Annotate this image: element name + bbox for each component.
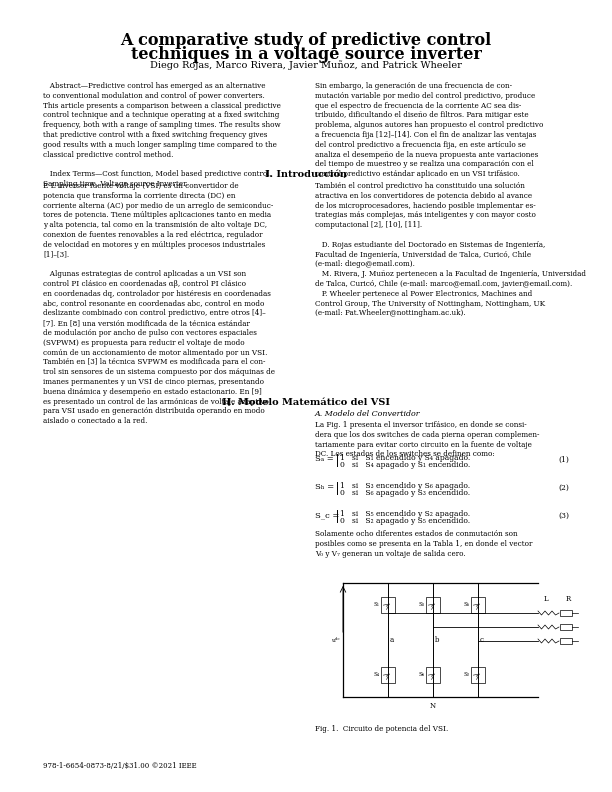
Text: ​Abstract—Predictive control has emerged as an alternative
to conventional modul: ​Abstract—Predictive control has emerged… [43, 82, 281, 188]
Text: Sin embargo, la generación de una frecuencia de con-
mutación variable por medio: Sin embargo, la generación de una frecue… [315, 82, 543, 178]
Text: c: c [480, 636, 484, 644]
Text: A comparative study of predictive control: A comparative study of predictive contro… [121, 32, 491, 49]
Text: uᵈᶜ: uᵈᶜ [331, 638, 340, 642]
Text: L: L [543, 595, 548, 603]
Text: S₂: S₂ [464, 672, 470, 677]
Bar [560, 638, 572, 644]
Text: La Fig. 1 presenta el inversor trifásico, en donde se consi-
dera que los dos sw: La Fig. 1 presenta el inversor trifásico… [315, 421, 540, 459]
Bar [560, 624, 572, 630]
Text: (3): (3) [558, 512, 569, 520]
Text: II. Modelo Matemático del VSI: II. Modelo Matemático del VSI [222, 398, 390, 407]
Text: Fig. 1.  Circuito de potencia del VSI.: Fig. 1. Circuito de potencia del VSI. [315, 725, 448, 733]
Text: I. Introducción: I. Introducción [265, 170, 347, 179]
Text: S₁: S₁ [374, 603, 380, 607]
Bar [426, 667, 440, 683]
Text: S₆: S₆ [419, 672, 425, 677]
Text: 978-1-6654-0873-8/21/$31.00 ©2021 IEEE: 978-1-6654-0873-8/21/$31.00 ©2021 IEEE [43, 762, 196, 770]
Text: Diego Rojas, Marco Rivera, Javier Muñoz, and Patrick Wheeler: Diego Rojas, Marco Rivera, Javier Muñoz,… [150, 60, 462, 70]
Text: 1   si   S₃ encendido y S₆ apagado.: 1 si S₃ encendido y S₆ apagado. [340, 482, 470, 490]
Text: Sₐ =: Sₐ = [315, 455, 334, 463]
Text: (2): (2) [558, 484, 569, 492]
Bar [426, 597, 440, 613]
Bar [560, 610, 572, 616]
Text: b: b [435, 636, 439, 644]
Text: N: N [430, 702, 436, 710]
Text: R: R [565, 595, 570, 603]
Text: 1   si   S₁ encendido y S₄ apagado.: 1 si S₁ encendido y S₄ apagado. [340, 454, 470, 462]
Text: S₄: S₄ [374, 672, 380, 677]
Text: (1): (1) [558, 456, 569, 464]
Text: 0   si   S₄ apagado y S₁ encendido.: 0 si S₄ apagado y S₁ encendido. [340, 461, 470, 469]
Text: Sₕ =: Sₕ = [315, 483, 334, 491]
Text: S₅: S₅ [464, 603, 470, 607]
Text: E L inversor fuente voltaje (VSI) es un convertidor de
potencia que transforma l: E L inversor fuente voltaje (VSI) es un … [43, 182, 275, 425]
Text: Solamente ocho diferentes estados de conmutación son
posibles como se presenta e: Solamente ocho diferentes estados de con… [315, 530, 532, 558]
Bar [381, 667, 395, 683]
Text: 0   si   S₆ apagado y S₃ encendido.: 0 si S₆ apagado y S₃ encendido. [340, 489, 470, 497]
Text: S₃: S₃ [419, 603, 425, 607]
Text: S_c =: S_c = [315, 511, 340, 519]
Text: 1   si   S₅ encendido y S₂ apagado.: 1 si S₅ encendido y S₂ apagado. [340, 510, 470, 518]
Text: 0   si   S₂ apagado y S₅ encendido.: 0 si S₂ apagado y S₅ encendido. [340, 517, 470, 525]
Text: techniques in a voltage source inverter: techniques in a voltage source inverter [130, 46, 482, 63]
Text: También el control predictivo ha constituido una solución
atractiva en los conve: También el control predictivo ha constit… [315, 182, 586, 318]
Text: a: a [390, 636, 394, 644]
Bar [381, 597, 395, 613]
Bar [471, 597, 485, 613]
Bar [471, 667, 485, 683]
Text: A. Modelo del Convertidor: A. Modelo del Convertidor [315, 410, 420, 418]
